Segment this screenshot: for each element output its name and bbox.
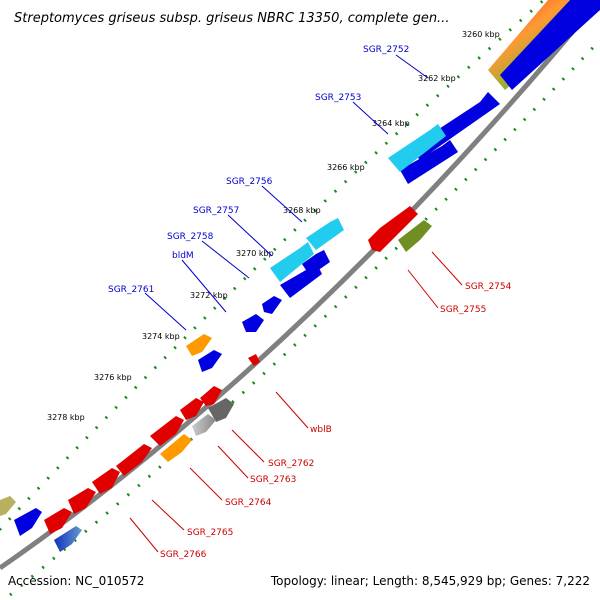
gene-cyan xyxy=(306,218,344,250)
gene-blue xyxy=(242,314,264,332)
reverse-gene-labels xyxy=(129,251,463,553)
gene-label-sgr-2761[interactable]: SGR_2761 xyxy=(108,285,154,295)
scale-label: 3266 kbp xyxy=(327,163,365,172)
gene-label-sgr-2755[interactable]: SGR_2755 xyxy=(440,305,486,315)
gene-red xyxy=(150,416,184,446)
gene-label-sgr-2758[interactable]: SGR_2758 xyxy=(167,232,214,242)
gene-label-sgr-2765[interactable]: SGR_2765 xyxy=(187,528,233,538)
gene-label-wblb[interactable]: wblB xyxy=(310,425,332,435)
scale-label: 3272 kbp xyxy=(190,291,228,300)
gene-red xyxy=(180,398,204,420)
gene-label-sgr-2757[interactable]: SGR_2757 xyxy=(193,206,239,216)
genome-summary-text: Topology: linear; Length: 8,545,929 bp; … xyxy=(270,574,590,588)
gene-olive xyxy=(398,220,432,252)
gene-label-sgr-2764[interactable]: SGR_2764 xyxy=(225,498,272,508)
gene-label-sgr-2753[interactable]: SGR_2753 xyxy=(315,93,361,103)
gene-blue xyxy=(302,250,330,276)
scale-label: 3262 kbp xyxy=(418,74,456,83)
scale-labels: 3260 kbp 3262 kbp 3264 kbp 3266 kbp 3268… xyxy=(47,30,500,422)
gene-cyan xyxy=(388,124,446,172)
scale-label: 3270 kbp xyxy=(236,249,274,258)
gene-red xyxy=(116,444,152,476)
gene-red xyxy=(68,488,96,514)
gene-red xyxy=(248,354,260,366)
scale-label: 3268 kbp xyxy=(283,206,321,215)
gene-label-sgr-2754[interactable]: SGR_2754 xyxy=(465,282,512,292)
scale-label: 3278 kbp xyxy=(47,413,85,422)
scale-label: 3274 kbp xyxy=(142,332,180,341)
gene-label-sgr-2756[interactable]: SGR_2756 xyxy=(226,177,273,187)
gene-blue xyxy=(262,296,282,314)
outer-tick-ring xyxy=(0,0,546,532)
scale-label: 3276 kbp xyxy=(94,373,132,382)
scale-label: 3264 kbp xyxy=(372,119,410,128)
gene-orange xyxy=(160,434,192,462)
gene-blue xyxy=(14,508,42,536)
gene-label-bldm[interactable]: bldM xyxy=(172,251,194,261)
gene-label-sgr-2752[interactable]: SGR_2752 xyxy=(363,45,409,55)
gene-blue xyxy=(500,0,600,90)
gene-grey xyxy=(208,398,234,422)
scale-label: 3260 kbp xyxy=(462,30,500,39)
gene-olive xyxy=(0,496,16,516)
gene-red xyxy=(92,468,120,494)
gene-label-sgr-2763[interactable]: SGR_2763 xyxy=(250,475,296,485)
gene-blue xyxy=(400,140,458,184)
accession-text: Accession: NC_010572 xyxy=(8,574,145,588)
gene-blue-grey xyxy=(54,526,82,552)
gene-grey xyxy=(192,414,216,436)
gene-label-sgr-2762[interactable]: SGR_2762 xyxy=(268,459,314,469)
gene-cyan xyxy=(270,242,314,282)
map-title: Streptomyces griseus subsp. griseus NBRC… xyxy=(14,11,449,26)
forward-gene-labels xyxy=(144,54,429,331)
gene-red xyxy=(44,508,72,534)
gene-label-sgr-2766[interactable]: SGR_2766 xyxy=(160,550,207,560)
gene-red xyxy=(368,206,418,252)
gene-orange xyxy=(186,334,212,356)
gene-blue xyxy=(198,350,222,372)
gene-red xyxy=(200,386,222,406)
